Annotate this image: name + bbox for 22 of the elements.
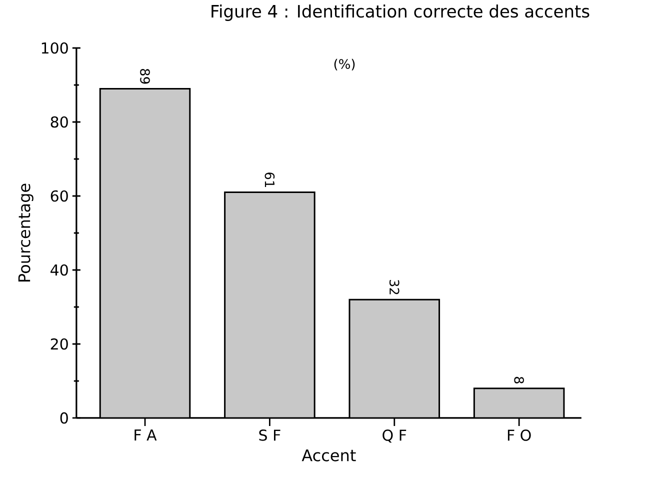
y-tick-label: 80 xyxy=(50,116,68,128)
bar xyxy=(224,192,315,418)
y-tick-label: 40 xyxy=(50,264,68,276)
data-label: 61 xyxy=(264,172,275,188)
data-label: 8 xyxy=(514,376,524,384)
bar xyxy=(349,300,440,418)
y-axis-title: Pourcentage xyxy=(18,184,34,282)
y-tick-label: 0 xyxy=(60,412,68,424)
data-label: 89 xyxy=(140,68,150,84)
bar xyxy=(100,88,190,418)
y-tick-label: 100 xyxy=(42,42,68,54)
data-label: 32 xyxy=(389,280,400,294)
x-tick-label: S F xyxy=(259,430,280,441)
y-tick-label: 60 xyxy=(50,190,68,202)
chart-title: Figure 4 : Identification correcte des accents xyxy=(212,4,590,21)
y-tick-label: 20 xyxy=(50,338,68,350)
bar xyxy=(473,388,565,418)
x-tick-label: Q F xyxy=(382,430,406,443)
annotation: (%) xyxy=(334,58,355,70)
x-tick-label: F O xyxy=(508,430,531,441)
x-tick-label: F A xyxy=(134,430,157,440)
x-axis-title: Accent xyxy=(302,449,356,462)
